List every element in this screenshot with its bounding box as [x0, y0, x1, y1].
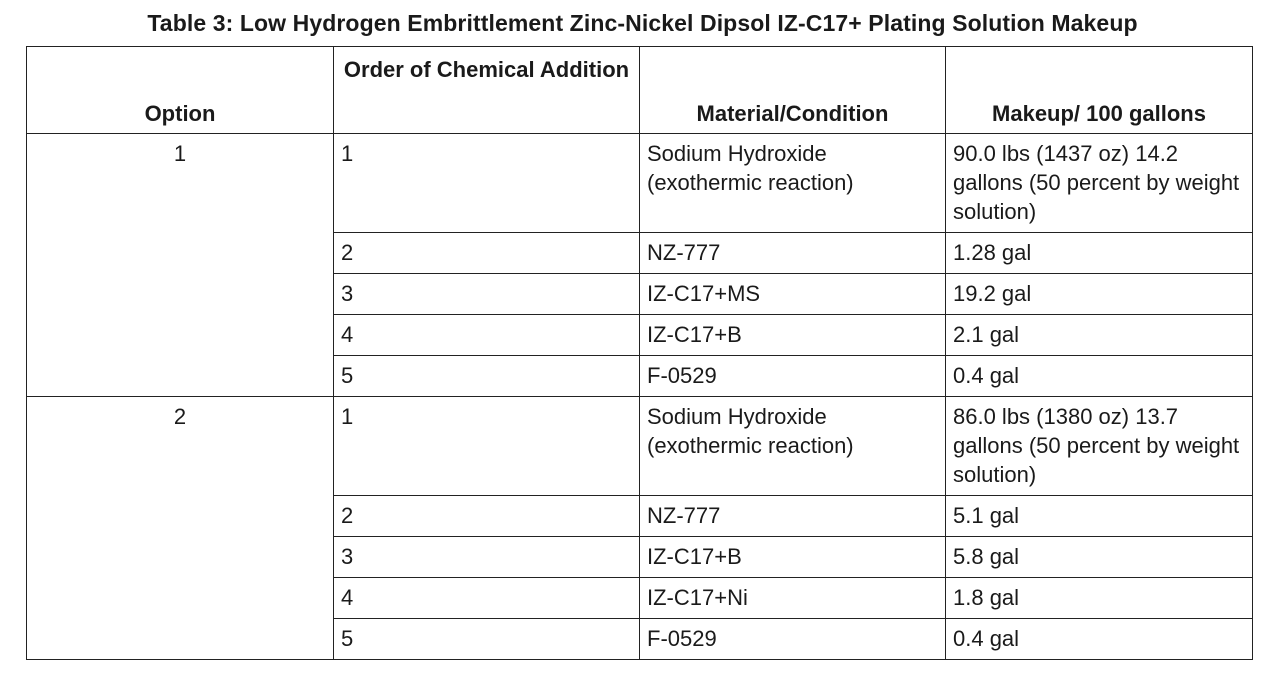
- makeup-cell: 1.28 gal: [945, 232, 1253, 274]
- material-cell: IZ-C17+MS: [639, 273, 946, 315]
- makeup-cell: 1.8 gal: [945, 577, 1253, 619]
- order-cell: 4: [333, 577, 640, 619]
- material-cell: Sodium Hydroxide (exothermic reaction): [639, 133, 946, 233]
- table-row: 4 IZ-C17+Ni 1.8 gal: [27, 577, 1253, 619]
- order-cell: 4: [333, 314, 640, 356]
- table-title: Table 3: Low Hydrogen Embrittlement Zinc…: [147, 10, 1138, 36]
- table-row: 2 NZ-777 1.28 gal: [27, 232, 1253, 274]
- makeup-table: Option Order of Chemical Addition Materi…: [26, 46, 1253, 660]
- makeup-cell: 2.1 gal: [945, 314, 1253, 356]
- makeup-cell: 0.4 gal: [945, 618, 1253, 660]
- material-cell: F-0529: [639, 618, 946, 660]
- makeup-cell: 86.0 lbs (1380 oz) 13.7 gallons (50 perc…: [945, 396, 1253, 496]
- option-cell: 1: [26, 133, 334, 397]
- makeup-cell: 5.1 gal: [945, 495, 1253, 537]
- order-cell: 3: [333, 273, 640, 315]
- option-cell: 2: [26, 396, 334, 660]
- header-row: Option Order of Chemical Addition Materi…: [26, 46, 1253, 134]
- header-option: Option: [26, 46, 334, 134]
- table-row: 4 IZ-C17+B 2.1 gal: [27, 314, 1253, 356]
- material-cell: Sodium Hydroxide (exothermic reaction): [639, 396, 946, 496]
- order-cell: 5: [333, 355, 640, 397]
- order-cell: 5: [333, 618, 640, 660]
- order-cell: 1: [333, 396, 640, 496]
- material-cell: IZ-C17+Ni: [639, 577, 946, 619]
- order-cell: 1: [333, 133, 640, 233]
- makeup-cell: 0.4 gal: [945, 355, 1253, 397]
- material-cell: IZ-C17+B: [639, 536, 946, 578]
- order-cell: 2: [333, 232, 640, 274]
- header-makeup: Makeup/ 100 gallons: [945, 46, 1253, 134]
- makeup-cell: 19.2 gal: [945, 273, 1253, 315]
- table-row: 3 IZ-C17+B 5.8 gal: [27, 536, 1253, 578]
- table-row: 5 F-0529 0.4 gal: [27, 355, 1253, 397]
- order-cell: 3: [333, 536, 640, 578]
- order-cell: 2: [333, 495, 640, 537]
- table-row: 2 1 Sodium Hydroxide (exothermic reactio…: [26, 396, 1253, 660]
- table-row: 3 IZ-C17+MS 19.2 gal: [27, 273, 1253, 315]
- material-cell: F-0529: [639, 355, 946, 397]
- table-row: 5 F-0529 0.4 gal: [27, 618, 1253, 660]
- material-cell: NZ-777: [639, 232, 946, 274]
- material-cell: IZ-C17+B: [639, 314, 946, 356]
- material-cell: NZ-777: [639, 495, 946, 537]
- table-row: 1 1 Sodium Hydroxide (exothermic reactio…: [26, 133, 1253, 397]
- header-material: Material/Condition: [639, 46, 946, 134]
- makeup-cell: 90.0 lbs (1437 oz) 14.2 gallons (50 perc…: [945, 133, 1253, 233]
- header-order: Order of Chemical Addition: [333, 46, 640, 134]
- makeup-cell: 5.8 gal: [945, 536, 1253, 578]
